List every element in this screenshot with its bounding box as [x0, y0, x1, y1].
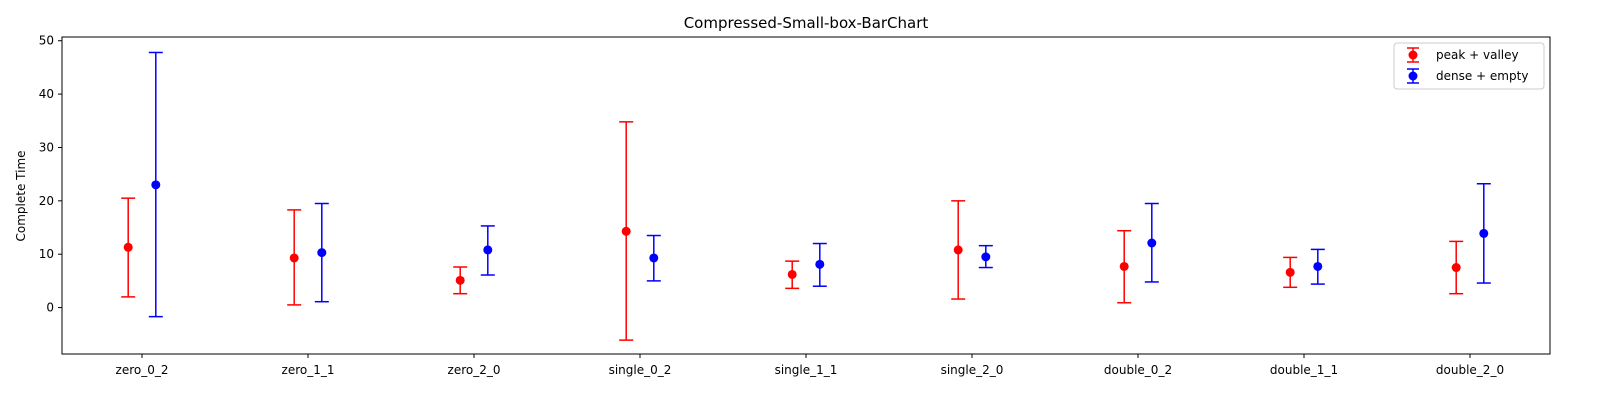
data-point: [455, 275, 465, 285]
y-axis: 0 10 20 30 40 50: [39, 34, 62, 315]
data-point: [1147, 238, 1157, 248]
x-tick-label: single_0_2: [609, 363, 672, 377]
x-tick-label: double_0_2: [1104, 363, 1172, 377]
x-tick-label: zero_2_0: [448, 363, 501, 377]
chart-title: Compressed-Small-box-BarChart: [684, 14, 929, 32]
legend-marker: [1408, 71, 1418, 81]
x-tick-label: zero_0_2: [116, 363, 169, 377]
y-axis-title: Complete Time: [14, 150, 28, 241]
data-point: [621, 226, 631, 236]
data-point: [981, 252, 991, 262]
y-tick-label: 20: [39, 194, 54, 208]
data-point: [815, 259, 825, 269]
legend-marker: [1408, 50, 1418, 60]
x-tick-label: zero_1_1: [282, 363, 335, 377]
data-point: [953, 245, 963, 255]
x-tick-label: double_2_0: [1436, 363, 1504, 377]
data-point: [1285, 267, 1295, 277]
x-tick-label: single_2_0: [941, 363, 1004, 377]
y-tick-label: 50: [39, 34, 54, 48]
legend-label: dense + empty: [1436, 69, 1528, 83]
legend-box: [1393, 42, 1545, 90]
data-point: [787, 269, 797, 279]
data-point: [123, 242, 133, 252]
data-point: [1451, 263, 1461, 273]
data-point: [483, 245, 493, 255]
data-point: [1479, 228, 1489, 238]
data-point: [289, 253, 299, 263]
x-tick-label: single_1_1: [775, 363, 838, 377]
legend-label: peak + valley: [1436, 48, 1519, 62]
x-axis: zero_0_2 zero_1_1 zero_2_0 single_0_2 single…: [116, 354, 1504, 377]
data-point: [1313, 261, 1323, 271]
plot-marks: [121, 51, 1491, 341]
y-tick-label: 10: [39, 247, 54, 261]
y-tick-label: 40: [39, 87, 54, 101]
data-point: [1119, 261, 1129, 271]
data-point: [649, 253, 659, 263]
x-tick-label: double_1_1: [1270, 363, 1338, 377]
data-point: [317, 248, 327, 258]
y-tick-label: 0: [46, 301, 54, 315]
data-point: [151, 180, 161, 190]
legend: peak + valley dense + empty: [1393, 42, 1545, 90]
y-tick-label: 30: [39, 140, 54, 154]
